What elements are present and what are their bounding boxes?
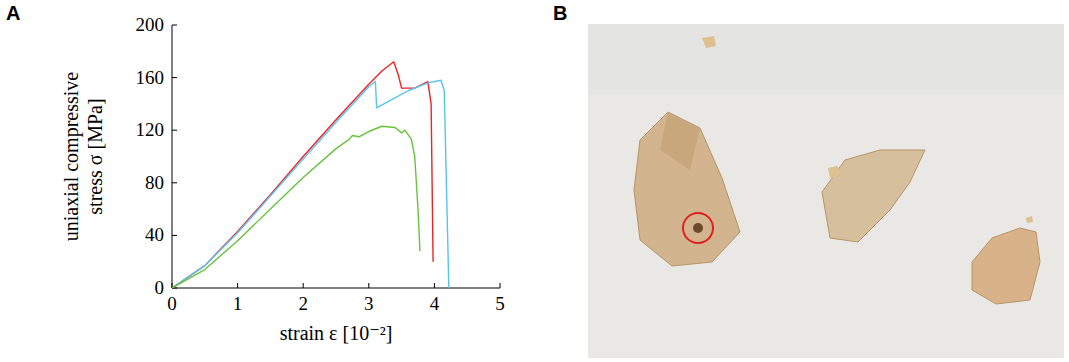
y-tick-label: 40: [145, 224, 164, 245]
panel-label: A: [6, 2, 20, 24]
x-tick-label: 5: [495, 293, 505, 314]
series-line: [172, 62, 433, 288]
y-axis-line: [172, 25, 173, 288]
chip: [1026, 216, 1033, 223]
x-tick: [434, 283, 435, 288]
x-tick: [368, 283, 369, 288]
x-tick-label: 3: [364, 293, 374, 314]
y-tick: [172, 77, 177, 78]
x-tick-label: 0: [167, 293, 177, 314]
y-tick-label: 160: [136, 67, 165, 88]
fragment-shade: [660, 112, 700, 170]
photo-background-top: [588, 24, 1064, 94]
y-tick: [172, 25, 177, 26]
y-tick: [172, 182, 177, 183]
chip: [828, 166, 840, 178]
highlight-circle: [683, 213, 713, 243]
series-line: [172, 80, 449, 288]
plot-lines: [172, 62, 449, 288]
x-tick: [500, 283, 501, 288]
y-tick: [172, 235, 177, 236]
figure: A 0 1 2 3 4 5 0 40 80 120 160 200 strain ε [10⁻²] unia…: [0, 0, 1069, 362]
panel-label: B: [553, 2, 567, 24]
y-axis-title: stress σ [MPa]: [84, 98, 106, 214]
fragment: [822, 150, 925, 242]
x-tick-label: 1: [233, 293, 243, 314]
y-tick-label: 80: [145, 172, 164, 193]
series-line: [172, 126, 420, 288]
x-axis-line: [172, 288, 500, 289]
x-tick: [237, 283, 238, 288]
y-tick-label: 0: [155, 277, 165, 298]
fragment: [634, 112, 740, 266]
x-tick: [303, 283, 304, 288]
hole: [693, 223, 703, 233]
y-tick: [172, 130, 177, 131]
photo-background: [588, 24, 1064, 358]
photo: [588, 24, 1064, 358]
y-tick-label: 120: [136, 119, 165, 140]
x-tick-label: 4: [430, 293, 440, 314]
y-axis-title: uniaxial compressive: [60, 72, 83, 242]
y-tick-label: 200: [136, 14, 165, 35]
x-axis-title: strain ε [10⁻²]: [280, 322, 393, 344]
chip: [702, 36, 716, 48]
fragment: [972, 228, 1040, 304]
x-tick-label: 2: [298, 293, 308, 314]
